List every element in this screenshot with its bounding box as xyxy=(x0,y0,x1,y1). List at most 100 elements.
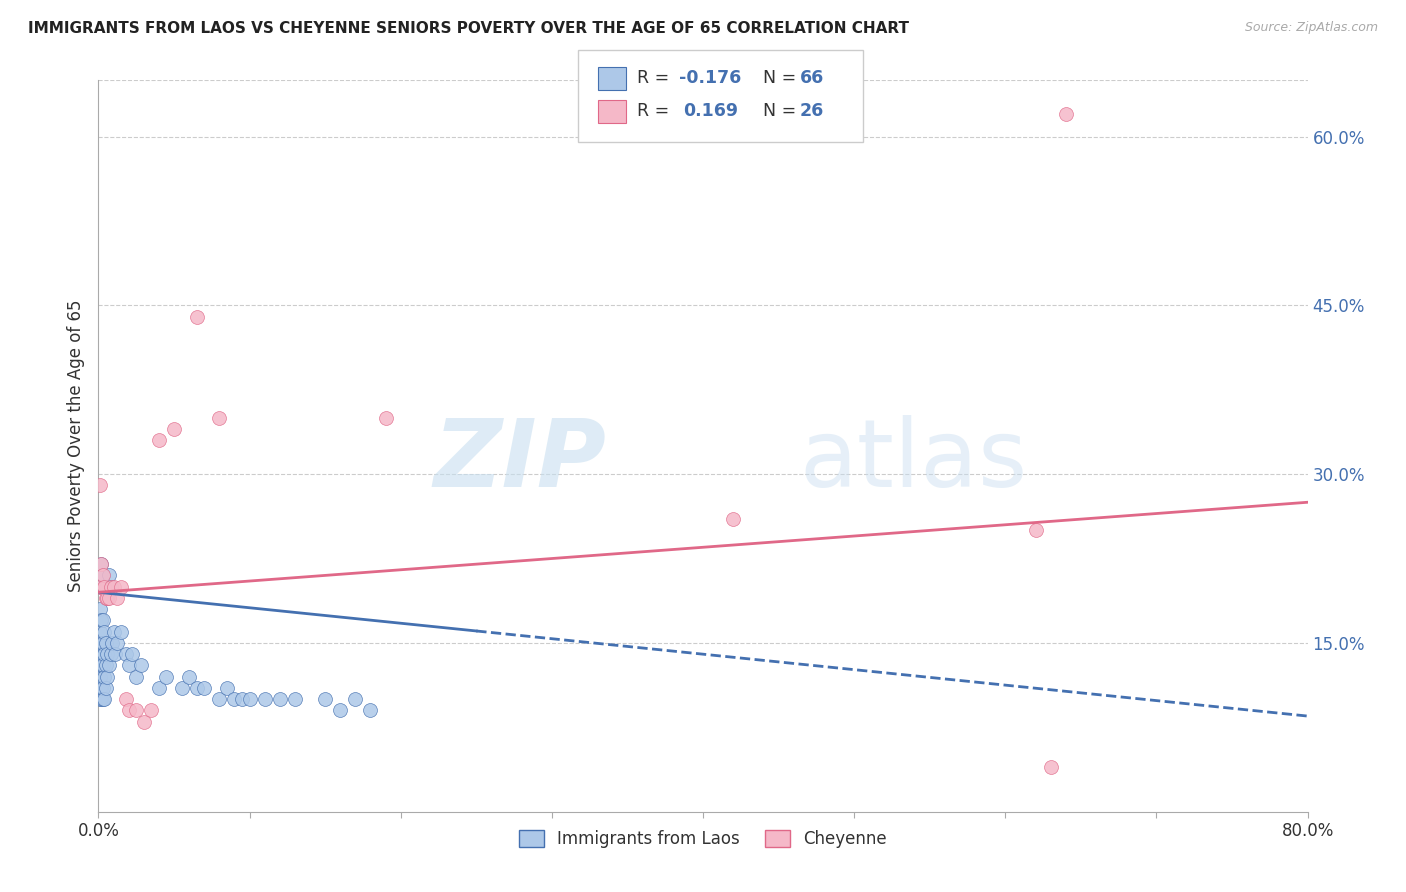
Point xyxy=(90,614,112,628)
Point xyxy=(100,580,122,594)
Point xyxy=(105,636,128,650)
Point xyxy=(329,703,352,717)
Point xyxy=(93,624,115,639)
Point xyxy=(314,692,336,706)
Point xyxy=(89,602,111,616)
Point xyxy=(90,557,112,571)
Text: N =: N = xyxy=(752,103,801,120)
Point xyxy=(114,647,136,661)
Point xyxy=(179,670,201,684)
Text: R =: R = xyxy=(637,103,681,120)
Point xyxy=(98,591,121,605)
Point xyxy=(98,658,121,673)
Text: ZIP: ZIP xyxy=(433,415,606,507)
Point xyxy=(100,580,122,594)
Point xyxy=(90,658,112,673)
Point xyxy=(110,580,132,594)
Point xyxy=(103,624,125,639)
Point xyxy=(1054,107,1077,121)
Point xyxy=(90,636,112,650)
Point xyxy=(1024,524,1046,538)
Point xyxy=(89,580,111,594)
Text: atlas: atlas xyxy=(800,415,1028,507)
Point xyxy=(89,658,111,673)
Text: 0.169: 0.169 xyxy=(683,103,738,120)
Point xyxy=(215,681,238,695)
Point xyxy=(231,692,253,706)
Point xyxy=(96,591,118,605)
Point xyxy=(91,614,114,628)
Point xyxy=(89,478,111,492)
Point xyxy=(239,692,262,706)
Point xyxy=(91,568,114,582)
Point xyxy=(344,692,367,706)
Text: N =: N = xyxy=(752,70,801,87)
Point xyxy=(96,670,118,684)
Point xyxy=(90,681,112,695)
Point xyxy=(118,658,141,673)
Legend: Immigrants from Laos, Cheyenne: Immigrants from Laos, Cheyenne xyxy=(512,823,894,855)
Point xyxy=(94,580,117,594)
Point xyxy=(89,681,111,695)
Point xyxy=(253,692,276,706)
Point xyxy=(93,692,115,706)
Point xyxy=(723,512,745,526)
Point xyxy=(104,647,127,661)
Point xyxy=(89,647,111,661)
Point xyxy=(101,636,124,650)
Point xyxy=(118,703,141,717)
Point xyxy=(110,624,132,639)
Point xyxy=(148,681,170,695)
Point xyxy=(90,580,112,594)
Point xyxy=(91,692,114,706)
Point xyxy=(269,692,291,706)
Point xyxy=(224,692,246,706)
Point xyxy=(91,568,114,582)
Point xyxy=(284,692,307,706)
Point xyxy=(148,434,170,448)
Text: 26: 26 xyxy=(800,103,824,120)
Point xyxy=(360,703,382,717)
Point xyxy=(91,636,114,650)
Point xyxy=(105,591,128,605)
Point xyxy=(96,591,118,605)
Point xyxy=(125,703,148,717)
Point xyxy=(155,670,177,684)
Point xyxy=(114,692,136,706)
Point xyxy=(103,580,125,594)
Point xyxy=(141,703,163,717)
Text: R =: R = xyxy=(637,70,675,87)
Point xyxy=(89,624,111,639)
Point xyxy=(208,410,231,425)
Point xyxy=(170,681,193,695)
Point xyxy=(94,591,117,605)
Y-axis label: Seniors Poverty Over the Age of 65: Seniors Poverty Over the Age of 65 xyxy=(66,300,84,592)
Point xyxy=(186,310,208,324)
Point xyxy=(94,681,117,695)
Point xyxy=(163,422,186,436)
Point xyxy=(1039,760,1062,774)
Point xyxy=(89,636,111,650)
Point xyxy=(125,670,148,684)
Point xyxy=(208,692,231,706)
Point xyxy=(94,636,117,650)
Text: Source: ZipAtlas.com: Source: ZipAtlas.com xyxy=(1244,21,1378,34)
Point xyxy=(121,647,143,661)
Point xyxy=(93,647,115,661)
Point xyxy=(186,681,208,695)
Point xyxy=(90,692,112,706)
Point xyxy=(94,658,117,673)
Point xyxy=(93,670,115,684)
Point xyxy=(193,681,215,695)
Text: IMMIGRANTS FROM LAOS VS CHEYENNE SENIORS POVERTY OVER THE AGE OF 65 CORRELATION : IMMIGRANTS FROM LAOS VS CHEYENNE SENIORS… xyxy=(28,21,910,36)
Text: 66: 66 xyxy=(800,70,824,87)
Point xyxy=(90,557,112,571)
Point xyxy=(96,647,118,661)
Point xyxy=(374,410,396,425)
Point xyxy=(91,681,114,695)
Point xyxy=(98,568,121,582)
Point xyxy=(100,647,122,661)
Point xyxy=(91,658,114,673)
Point xyxy=(129,658,152,673)
Point xyxy=(93,580,115,594)
